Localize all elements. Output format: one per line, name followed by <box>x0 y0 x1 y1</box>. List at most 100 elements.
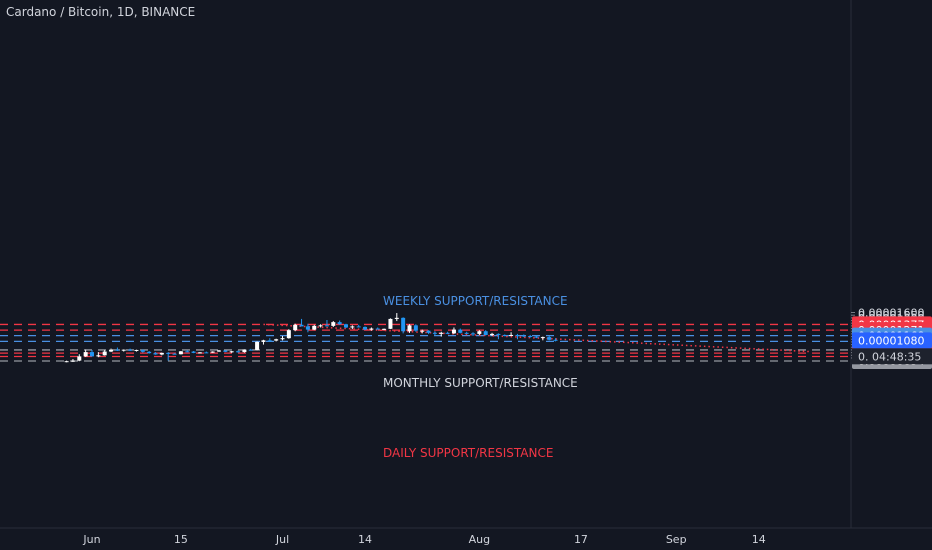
candle-body <box>248 349 253 351</box>
x-tick-label: Jul <box>275 533 289 546</box>
candle-body <box>312 325 317 330</box>
candle-body <box>134 349 139 351</box>
annotation-label: MONTHLY SUPPORT/RESISTANCE <box>383 376 578 390</box>
current-price-label: 0.00001080 <box>858 334 924 347</box>
candle-body <box>178 351 183 355</box>
candle-body <box>280 338 285 340</box>
chart-title: Cardano / Bitcoin, 1D, BINANCE <box>6 5 196 19</box>
candle-body <box>471 333 475 335</box>
candle-body <box>420 330 425 332</box>
candle-body <box>515 334 520 336</box>
support-resistance-levels <box>0 323 850 362</box>
candle-body <box>451 329 456 334</box>
candle-body <box>229 351 234 353</box>
candle-body <box>159 352 164 355</box>
x-tick-label: Aug <box>469 533 490 546</box>
candle-body <box>553 339 558 341</box>
candle-body <box>90 352 94 357</box>
candle-body <box>534 336 539 338</box>
candle-body <box>64 361 69 363</box>
candle-body <box>350 326 355 328</box>
candle-body <box>337 322 342 325</box>
candle-body <box>274 339 279 341</box>
x-tick-label: Sep <box>666 533 687 546</box>
candle-body <box>172 353 177 355</box>
candle-body <box>70 360 75 362</box>
candle-body <box>401 317 406 332</box>
y-tick-label: 0.00001600 <box>858 307 924 320</box>
candle-body <box>217 350 221 352</box>
candles-group <box>64 313 558 363</box>
candle-body <box>102 351 107 356</box>
trendline <box>263 323 810 353</box>
candle-body <box>331 322 336 326</box>
candle-body <box>305 326 310 330</box>
candle-body <box>204 352 209 354</box>
annotation-label: DAILY SUPPORT/RESISTANCE <box>383 446 553 460</box>
candle-body <box>293 324 298 331</box>
candle-body <box>407 325 412 332</box>
candle-body <box>255 341 260 350</box>
trendline-group <box>263 323 810 353</box>
candle-body <box>483 331 488 335</box>
candle-body <box>324 325 329 327</box>
candle-body <box>242 349 247 353</box>
candle-body <box>502 334 507 336</box>
x-tick-label: 15 <box>174 533 188 546</box>
candle-body <box>547 337 552 340</box>
candle-body <box>363 326 368 330</box>
candle-body <box>210 351 215 353</box>
candle-body <box>197 352 202 354</box>
price-axis[interactable]: 0.000007500.000008000.000008500.00000900… <box>850 0 924 528</box>
candle-body <box>356 326 361 328</box>
candle-body <box>236 351 241 353</box>
x-tick-label: 14 <box>752 533 766 546</box>
candle-body <box>115 349 120 351</box>
x-tick-label: Jun <box>82 533 100 546</box>
candle-body <box>191 351 196 353</box>
candle-body <box>388 318 393 329</box>
countdown-label: 0. 04:48:35 <box>858 350 921 363</box>
price-tags: 0.000013770.000012710.000011680.00001060… <box>852 316 932 369</box>
candle-body <box>153 353 158 355</box>
candle-body <box>528 336 533 338</box>
candle-body <box>432 332 437 334</box>
candle-body <box>413 325 418 331</box>
candle-body <box>261 340 266 342</box>
x-tick-label: 17 <box>574 533 588 546</box>
x-tick-label: 14 <box>358 533 372 546</box>
candle-body <box>394 317 399 319</box>
candle-body <box>426 330 431 333</box>
candle-body <box>521 335 526 337</box>
candle-body <box>77 356 82 361</box>
candle-body <box>369 328 374 330</box>
candle-body <box>166 352 171 354</box>
candle-body <box>185 351 190 353</box>
time-axis[interactable]: 8Jun15Jul14Aug17Sep14 <box>0 527 932 546</box>
candle-body <box>458 329 463 333</box>
current-price-tag-bg <box>852 332 932 349</box>
candle-body <box>464 332 469 334</box>
candle-body <box>147 351 152 354</box>
annotations-group: WEEKLY SUPPORT/RESISTANCE MONTHLY SUPPORT… <box>383 294 578 460</box>
candle-body <box>286 330 291 339</box>
candle-body <box>223 350 228 352</box>
candle-body <box>439 332 444 334</box>
candle-body <box>121 349 126 351</box>
candle-body <box>109 349 114 352</box>
candle-body <box>140 349 145 352</box>
candle-body <box>299 324 304 327</box>
candle-body <box>509 334 514 336</box>
candle-body <box>128 349 133 351</box>
annotation-label: WEEKLY SUPPORT/RESISTANCE <box>383 294 568 308</box>
candle-body <box>318 325 323 327</box>
candle-body <box>267 340 272 342</box>
candle-body <box>375 328 380 330</box>
candle-body <box>382 328 387 330</box>
candle-body <box>496 333 501 335</box>
candle-body <box>477 331 482 334</box>
candle-body <box>540 337 545 339</box>
countdown-bg <box>852 348 932 365</box>
candle-body <box>96 355 101 357</box>
